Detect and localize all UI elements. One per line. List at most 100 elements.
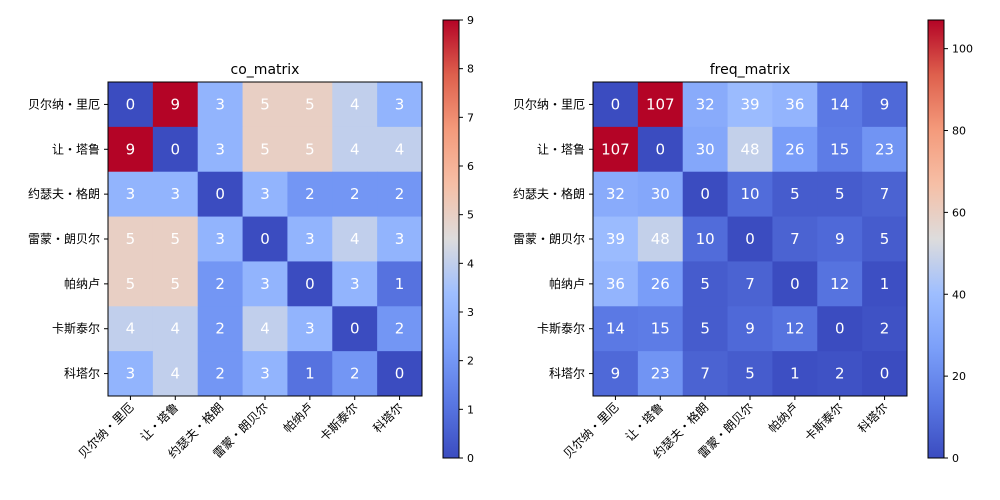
co-matrix-cell xyxy=(242,216,288,262)
co-matrix-cell-value: 0 xyxy=(126,95,136,113)
co-matrix-cell xyxy=(152,351,199,397)
freq-matrix-cell-value: 0 xyxy=(835,320,845,338)
freq-matrix-cell xyxy=(593,216,639,262)
co-matrix-cell-value: 4 xyxy=(171,320,181,338)
freq-matrix-cell xyxy=(637,82,684,128)
co-matrix-colorbar: 0 1 2 3 4 5 6 7 8 9 xyxy=(442,14,474,465)
freq-matrix-cell-value: 0 xyxy=(700,185,710,203)
freq-matrix-cell-value: 26 xyxy=(785,140,804,158)
co-matrix-cell-value: 1 xyxy=(395,275,405,293)
freq-matrix-cell xyxy=(772,306,818,352)
freq-matrix-cell xyxy=(593,306,639,352)
freq-matrix-cell-value: 10 xyxy=(740,185,759,203)
co-matrix-cell-value: 2 xyxy=(395,320,405,338)
co-matrix-cell xyxy=(108,82,154,128)
freq-matrix-cell-value: 5 xyxy=(745,365,755,383)
freq-matrix-y-tick-label: 帕纳卢 xyxy=(549,276,585,291)
freq-matrix-title: freq_matrix xyxy=(710,62,791,78)
co-matrix-cell xyxy=(152,261,199,307)
freq-matrix-cell-value: 0 xyxy=(656,140,666,158)
co-matrix-cell xyxy=(108,351,154,397)
co-matrix-colorbar-ticks: 0 1 2 3 4 5 6 7 8 9 xyxy=(459,14,474,465)
freq-matrix-cell xyxy=(772,351,818,397)
co-matrix-x-tick-label: 贝尔纳・里厄 xyxy=(75,400,137,462)
freq-matrix-cell-value: 0 xyxy=(880,365,890,383)
freq-matrix-cell xyxy=(593,126,639,173)
co-matrix-cell-value: 0 xyxy=(350,320,360,338)
co-matrix-cell xyxy=(108,216,154,262)
co-matrix-cell-value: 2 xyxy=(215,275,225,293)
co-matrix-cell xyxy=(332,216,378,262)
co-matrix-cell xyxy=(197,171,244,218)
co-matrix-cell-value: 0 xyxy=(395,365,405,383)
freq-matrix-cell xyxy=(862,261,908,307)
freq-matrix-x-tick-label: 帕纳卢 xyxy=(765,400,801,436)
freq-matrix-cell xyxy=(637,306,684,352)
co-matrix-cell-value: 5 xyxy=(305,140,315,158)
co-matrix-cell xyxy=(108,306,154,352)
freq-matrix-cell xyxy=(727,82,773,128)
freq-matrix-cell-value: 5 xyxy=(880,230,890,248)
co-matrix-colorbar-gradient xyxy=(442,19,460,459)
co-matrix-cell xyxy=(242,82,288,128)
co-matrix-cell-value: 4 xyxy=(350,95,360,113)
co-matrix-cell-value: 3 xyxy=(126,185,136,203)
freq-matrix-cell xyxy=(593,171,639,218)
freq-matrix-cell xyxy=(727,216,773,262)
freq-matrix-cell-value: 23 xyxy=(651,365,670,383)
freq-matrix-y-tick-label: 雷蒙・朗贝尔 xyxy=(513,231,585,246)
co-matrix-cell-value: 3 xyxy=(126,365,136,383)
co-matrix-cell xyxy=(377,306,423,352)
freq-matrix-cell xyxy=(593,82,639,128)
co-matrix-cell-value: 5 xyxy=(305,95,315,113)
co-matrix-cell-value: 1 xyxy=(305,365,315,383)
co-matrix-colorbar-tick-label: 1 xyxy=(467,403,474,416)
co-matrix-y-tick-label: 卡斯泰尔 xyxy=(52,321,100,336)
freq-matrix-x-tick-label: 卡斯泰尔 xyxy=(801,400,846,445)
freq-matrix-colorbar-tick-label: 20 xyxy=(952,370,966,383)
freq-matrix-cell-value: 15 xyxy=(651,320,670,338)
co-matrix-cell-value: 3 xyxy=(350,275,360,293)
freq-matrix-cell-value: 23 xyxy=(875,140,894,158)
co-matrix-cell xyxy=(152,171,199,218)
co-matrix-cell-value: 4 xyxy=(126,320,136,338)
co-matrix-cells: 0 9 3 5 5 4 3 9 0 3 5 5 4 4 3 3 0 3 2 2 2 5 5 3 0 3 4 3 5 5 2 3 0 3 1 4 4 2 4 3… xyxy=(108,82,423,397)
co-matrix-cell xyxy=(242,261,288,307)
freq-matrix-cell xyxy=(682,216,729,262)
co-matrix-cell-value: 4 xyxy=(171,365,181,383)
co-matrix-y-tick-label: 帕纳卢 xyxy=(64,276,100,291)
co-matrix-colorbar-tick-label: 6 xyxy=(467,160,474,173)
co-matrix-cell-value: 0 xyxy=(260,230,270,248)
co-matrix-cell xyxy=(197,216,244,262)
freq-matrix-cell xyxy=(593,351,639,397)
co-matrix-cell xyxy=(287,261,333,307)
co-matrix-cell xyxy=(108,171,154,218)
freq-matrix-cell-value: 48 xyxy=(740,140,759,158)
co-matrix-panel: co_matrix 0 9 3 5 5 4 3 9 0 3 5 5 4 4 3 3 0 3 2 2 2 5 5 3 0 3 4 3 5 5… xyxy=(28,62,423,461)
freq-matrix-cell xyxy=(637,126,684,173)
freq-matrix-y-tick-label: 科塔尔 xyxy=(549,366,585,381)
freq-matrix-cell xyxy=(862,126,908,173)
freq-matrix-cell xyxy=(682,126,729,173)
freq-matrix-cell-value: 5 xyxy=(790,185,800,203)
co-matrix-title: co_matrix xyxy=(231,62,300,78)
freq-matrix-cell xyxy=(593,261,639,307)
freq-matrix-cell-value: 48 xyxy=(651,230,670,248)
freq-matrix-cell-value: 12 xyxy=(830,275,849,293)
freq-matrix-cell xyxy=(817,82,863,128)
co-matrix-cell xyxy=(377,351,423,397)
freq-matrix-cell xyxy=(772,126,818,173)
co-matrix-cell-value: 3 xyxy=(395,95,405,113)
co-matrix-cell-value: 3 xyxy=(171,185,181,203)
co-matrix-cell xyxy=(287,171,333,218)
freq-matrix-cell-value: 5 xyxy=(700,275,710,293)
co-matrix-cell-value: 0 xyxy=(215,185,225,203)
freq-matrix-cell xyxy=(862,351,908,397)
freq-matrix-cell-value: 7 xyxy=(745,275,755,293)
co-matrix-cell-value: 2 xyxy=(395,185,405,203)
freq-matrix-cell xyxy=(682,82,729,128)
freq-matrix-cell-value: 32 xyxy=(696,95,715,113)
